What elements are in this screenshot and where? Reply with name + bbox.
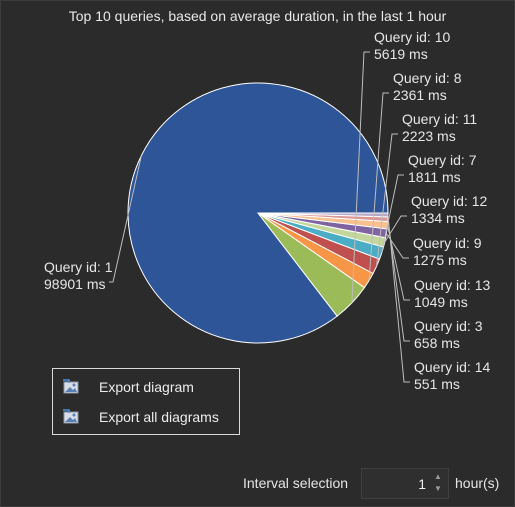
slice-value-2: 5619 ms xyxy=(374,46,428,62)
slice-value-7: 1275 ms xyxy=(413,252,467,268)
export-image-icon xyxy=(63,409,79,424)
leader-line-9 xyxy=(387,219,410,342)
export-diagram-item[interactable]: Export diagram xyxy=(53,372,239,402)
slice-value-5: 1811 ms xyxy=(408,169,461,185)
slice-label-7: Query id: 9 xyxy=(413,235,482,251)
leader-line-8 xyxy=(386,225,410,301)
slice-value-1: 98901 ms xyxy=(44,276,105,292)
leader-line-2 xyxy=(351,51,370,303)
slice-value-10: 551 ms xyxy=(414,376,460,392)
leader-line-10 xyxy=(387,214,410,383)
interval-unit: hour(s) xyxy=(455,475,500,491)
slice-value-6: 1334 ms xyxy=(411,210,465,226)
slice-label-4: Query id: 11 xyxy=(402,111,477,127)
leader-line-4 xyxy=(376,133,398,267)
slice-label-1: Query id: 1 xyxy=(44,259,113,275)
slice-label-3: Query id: 8 xyxy=(393,70,462,86)
spin-up-icon[interactable]: ▲ xyxy=(434,472,442,481)
export-all-diagrams-label: Export all diagrams xyxy=(99,409,219,425)
slice-label-9: Query id: 3 xyxy=(414,318,483,334)
context-menu: Export diagram Export all diagrams xyxy=(52,368,240,435)
interval-selection: Interval selection 1 ▲ ▼ hour(s) xyxy=(243,467,513,499)
slice-value-8: 1049 ms xyxy=(414,294,468,310)
slice-value-3: 2361 ms xyxy=(393,87,447,103)
leader-line-1 xyxy=(109,155,142,283)
export-image-icon xyxy=(63,379,79,394)
interval-label: Interval selection xyxy=(243,475,349,491)
leader-line-7 xyxy=(385,233,409,259)
slice-value-9: 658 ms xyxy=(414,335,460,351)
spin-down-icon[interactable]: ▼ xyxy=(434,484,442,493)
slice-label-10: Query id: 14 xyxy=(414,359,490,375)
leader-line-3 xyxy=(368,92,389,281)
leader-line-5 xyxy=(381,174,404,254)
slice-value-4: 2223 ms xyxy=(402,128,456,144)
export-all-diagrams-item[interactable]: Export all diagrams xyxy=(53,402,239,432)
slice-label-8: Query id: 13 xyxy=(414,277,490,293)
slice-label-5: Query id: 7 xyxy=(408,152,477,168)
slice-label-6: Query id: 12 xyxy=(411,193,487,209)
interval-value[interactable]: 1 xyxy=(418,476,426,492)
chart-title: Top 10 queries, based on average duratio… xyxy=(68,8,447,24)
interval-spinbox[interactable]: 1 ▲ ▼ xyxy=(361,468,449,499)
export-diagram-label: Export diagram xyxy=(99,379,194,395)
slice-label-2: Query id: 10 xyxy=(374,29,450,45)
